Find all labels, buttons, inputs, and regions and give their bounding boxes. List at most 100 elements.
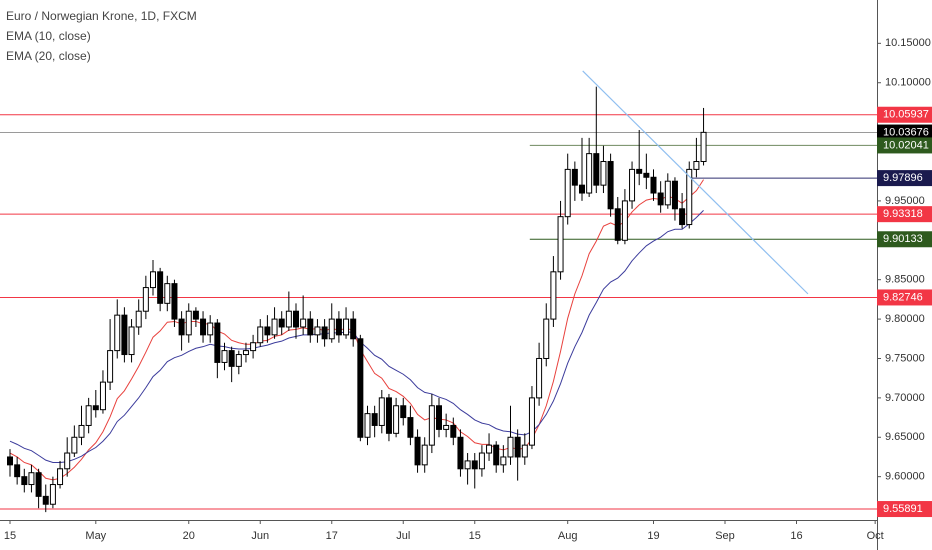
candle-body [78, 424, 85, 438]
level-label: 10.05937 [883, 109, 929, 121]
candle-body [192, 310, 199, 320]
candle-body [214, 322, 221, 363]
candle-body [307, 318, 314, 336]
candle-body [579, 184, 585, 194]
candle-body [478, 452, 485, 470]
candle-body [457, 436, 464, 470]
x-tick-label: 19 [647, 530, 659, 542]
y-tick-label: 9.65000 [885, 431, 925, 443]
candle-body [157, 271, 164, 304]
candle-body [28, 472, 35, 486]
ema-line [9, 210, 704, 463]
y-tick-label: 9.60000 [885, 471, 925, 483]
candle-body [335, 318, 342, 336]
level-label-bg [877, 231, 932, 248]
x-tick-label: 15 [469, 530, 481, 542]
candle-body [443, 424, 450, 430]
candle-body [300, 318, 307, 328]
level-label-bg [877, 289, 932, 306]
candle-body [378, 397, 385, 426]
y-tick-label: 9.95000 [885, 195, 925, 207]
candle-body [350, 318, 357, 340]
candle-body [242, 350, 249, 356]
level-label: 9.82746 [883, 291, 923, 303]
level-label-bg [877, 206, 932, 223]
level-label: 10.03676 [883, 126, 929, 138]
x-tick-label: Jun [251, 530, 269, 542]
candle-body [57, 468, 64, 486]
candle-body [235, 354, 242, 367]
candle-body [21, 476, 28, 486]
x-tick-label: Oct [867, 530, 884, 542]
candle-body [264, 326, 271, 336]
plot-area [0, 70, 877, 513]
candle-body [321, 326, 328, 340]
x-tick-label: 15 [4, 530, 16, 542]
y-tick-label: 10.10000 [885, 77, 931, 89]
candle-body [671, 180, 678, 210]
ema-line [9, 179, 704, 481]
candle-body [150, 271, 156, 289]
level-label: 9.97896 [883, 172, 923, 184]
candle-body [643, 172, 650, 178]
candle-body [514, 436, 521, 458]
candle-body [257, 326, 264, 344]
candle-body [507, 436, 514, 458]
candle-body [278, 318, 285, 328]
legend-entry: EMA (10, close) [6, 29, 91, 43]
candle-body [607, 161, 614, 210]
candle-body [464, 460, 471, 470]
candle-body [42, 495, 49, 505]
candle-body [178, 318, 185, 336]
candle-body [528, 397, 535, 446]
candle-body [250, 342, 257, 352]
level-label-bg [877, 106, 932, 123]
candle-body [271, 318, 278, 336]
candle-body [571, 168, 578, 186]
candle-body [71, 436, 78, 454]
candle-body [693, 161, 700, 170]
y-tick-label: 9.85000 [885, 274, 925, 286]
candle-body [171, 283, 178, 320]
level-label: 9.93318 [883, 208, 923, 220]
candle-body [550, 271, 557, 320]
candle-body [371, 413, 378, 426]
candle-body [543, 318, 550, 359]
candle-body [7, 456, 13, 466]
level-label-bg [877, 137, 932, 154]
candle-body [314, 326, 321, 336]
candle-body [164, 283, 171, 304]
candle-body [293, 310, 299, 328]
x-tick-label: Sep [715, 530, 735, 542]
level-label-bg [877, 124, 932, 141]
candle-body [135, 310, 142, 328]
candle-body [142, 287, 149, 312]
candle-body [92, 405, 99, 411]
candle-body [629, 168, 636, 202]
candle-body [521, 444, 528, 458]
legend: Euro / Norwegian Krone, 1D, FXCM EMA (10… [6, 9, 197, 63]
candle-body [679, 208, 686, 226]
y-tick-label: 9.70000 [885, 392, 925, 404]
candle-body [128, 326, 135, 356]
candle-body [557, 216, 564, 273]
x-tick-label: 17 [326, 530, 338, 542]
chart-title: Euro / Norwegian Krone, 1D, FXCM [6, 9, 197, 23]
candle-body [393, 405, 400, 434]
candle-body [99, 381, 106, 411]
x-tick-label: Aug [558, 530, 578, 542]
candle-body [421, 444, 428, 466]
candle-body [700, 131, 707, 163]
candle-body [121, 314, 128, 356]
candle-body [650, 176, 657, 194]
candle-body [64, 452, 71, 470]
y-tick-label: 9.75000 [885, 352, 925, 364]
candle-body [436, 405, 442, 430]
x-tick-label: May [85, 530, 106, 542]
candle-body [564, 168, 571, 218]
candle-body [49, 484, 56, 505]
candle-body [621, 200, 628, 241]
level-label-bg [877, 170, 932, 187]
level-label: 9.55891 [883, 503, 923, 515]
